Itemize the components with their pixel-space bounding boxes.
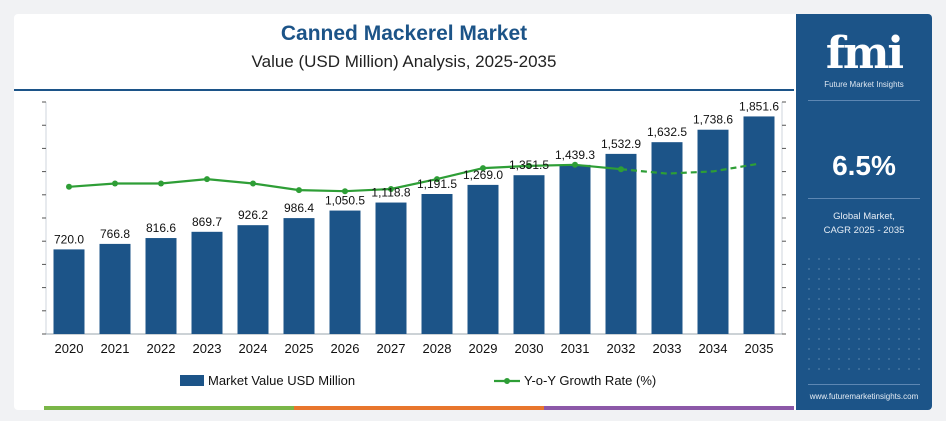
growth-point: [158, 180, 164, 187]
chart-svg: 720.0 2020 766.8 2021 816.6 2022 869.7 2023 926.…: [42, 99, 786, 388]
growth-point: [204, 176, 210, 183]
growth-point: [66, 183, 72, 190]
bar: [53, 249, 85, 334]
x-tick-label: 2022: [147, 341, 176, 356]
logo-subtitle: Future Market Insights: [824, 80, 904, 89]
x-tick-label: 2024: [239, 341, 268, 356]
cagr-label-line1: Global Market,: [833, 211, 895, 222]
fmi-logo: fmi: [825, 28, 904, 79]
bar: [513, 175, 545, 334]
legend-swatch-point: [504, 378, 510, 384]
growth-point: [112, 180, 118, 187]
x-tick-label: 2030: [515, 341, 544, 356]
cagr-label: Global Market, CAGR 2025 - 2035: [796, 210, 932, 238]
bar: [145, 238, 177, 334]
growth-line-dashed: [620, 162, 760, 175]
x-tick-label: 2032: [607, 341, 636, 356]
bar-value-label: 1,050.5: [325, 194, 365, 208]
growth-point: [572, 161, 578, 168]
x-tick-label: 2023: [193, 341, 222, 356]
bar-value-label: 986.4: [284, 201, 314, 215]
growth-point: [342, 188, 348, 195]
chart-subtitle: Value (USD Million) Analysis, 2025-2035: [251, 52, 557, 71]
bar-value-label: 869.7: [192, 215, 222, 229]
cagr-value: 6.5%: [832, 150, 896, 181]
bar: [191, 231, 223, 334]
x-tick-label: 2026: [331, 341, 360, 356]
sidebar-divider-top: [808, 100, 920, 101]
growth-point: [618, 166, 624, 173]
bar-value-label: 926.2: [238, 208, 268, 222]
growth-point: [388, 186, 394, 192]
x-tick-label: 2025: [285, 341, 314, 356]
bar-value-label: 766.8: [100, 227, 130, 241]
growth-point: [526, 162, 532, 169]
bar-value-label: 1,439.3: [555, 148, 595, 162]
legend-swatch-bar: [180, 375, 204, 386]
chart-title: Canned Mackerel Market: [280, 22, 528, 45]
bar-value-label: 1,632.5: [647, 125, 687, 139]
x-tick-label: 2033: [653, 341, 682, 356]
dot-pattern: [804, 254, 924, 374]
sidebar-divider-mid: [808, 198, 920, 199]
x-tick-label: 2034: [699, 341, 728, 356]
x-tick-label: 2020: [55, 341, 84, 356]
cagr-label-line2: CAGR 2025 - 2035: [823, 225, 905, 236]
accent-bar-orange: [294, 406, 544, 410]
accent-bar-purple: [544, 406, 794, 410]
title-divider: [14, 89, 794, 91]
bar: [375, 202, 407, 334]
growth-point: [434, 176, 440, 183]
bar-value-label: 1,738.6: [693, 113, 733, 127]
bar-value-label: 1,269.0: [463, 168, 503, 182]
x-tick-label: 2021: [101, 341, 130, 356]
x-tick-label: 2035: [745, 341, 774, 356]
bar: [697, 129, 729, 334]
bar-value-label: 1,118.8: [371, 186, 410, 200]
bar: [329, 210, 361, 334]
website-url: www.futuremarketinsights.com: [809, 392, 919, 401]
bar-value-label: 1,191.5: [417, 177, 457, 191]
bar: [467, 184, 499, 334]
bar: [605, 153, 637, 334]
bar: [559, 164, 591, 334]
bar-value-label: 1,851.6: [739, 99, 779, 113]
bar-value-label: 816.6: [146, 221, 176, 235]
bar: [651, 142, 683, 334]
x-tick-label: 2031: [561, 341, 590, 356]
growth-point: [250, 180, 256, 187]
accent-bar-green: [44, 406, 294, 410]
bar: [99, 243, 131, 334]
bar: [283, 218, 315, 334]
bar: [237, 225, 269, 334]
bar-value-label: 1,351.5: [509, 158, 549, 172]
bar: [421, 193, 453, 334]
legend-label-line: Y-o-Y Growth Rate (%): [524, 373, 656, 388]
bar-value-label: 1,532.9: [601, 137, 641, 151]
bar: [743, 116, 775, 334]
x-tick-label: 2028: [423, 341, 452, 356]
x-tick-label: 2027: [377, 341, 406, 356]
growth-point: [480, 165, 486, 172]
sidebar-divider-bottom: [808, 384, 920, 385]
bar-value-label: 720.0: [54, 232, 84, 246]
sidebar-panel: fmi Future Market Insights 6.5% Global M…: [796, 14, 932, 410]
growth-point: [296, 187, 302, 194]
x-tick-label: 2029: [469, 341, 498, 356]
legend-label-bar: Market Value USD Million: [208, 373, 355, 388]
chart-card: Canned Mackerel Market Value (USD Millio…: [14, 14, 932, 410]
